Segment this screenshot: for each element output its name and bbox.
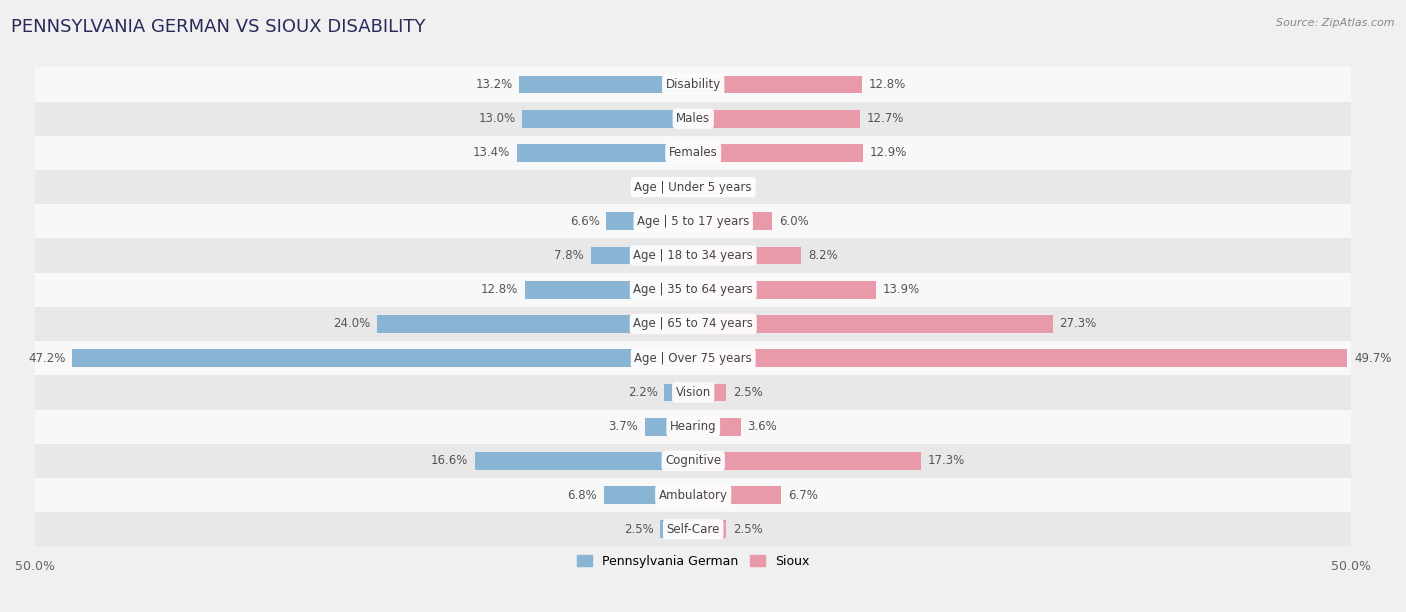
Bar: [693, 144, 863, 162]
Bar: [693, 486, 782, 504]
Bar: [693, 384, 725, 401]
Bar: [35, 204, 1351, 239]
Bar: [35, 136, 1351, 170]
Text: 2.5%: 2.5%: [733, 523, 762, 536]
Text: Males: Males: [676, 112, 710, 125]
Text: Age | Under 5 years: Age | Under 5 years: [634, 181, 752, 193]
Bar: [35, 409, 1351, 444]
Bar: [72, 349, 693, 367]
Text: 12.8%: 12.8%: [481, 283, 519, 296]
Bar: [693, 247, 801, 264]
Bar: [693, 281, 876, 299]
Text: 6.7%: 6.7%: [787, 488, 818, 502]
Text: 13.0%: 13.0%: [478, 112, 516, 125]
Text: 6.6%: 6.6%: [569, 215, 600, 228]
Text: 6.8%: 6.8%: [568, 488, 598, 502]
Bar: [693, 520, 725, 538]
Bar: [664, 384, 693, 401]
Bar: [35, 341, 1351, 375]
Text: PENNSYLVANIA GERMAN VS SIOUX DISABILITY: PENNSYLVANIA GERMAN VS SIOUX DISABILITY: [11, 18, 426, 36]
Legend: Pennsylvania German, Sioux: Pennsylvania German, Sioux: [572, 550, 815, 573]
Text: 6.0%: 6.0%: [779, 215, 808, 228]
Text: 13.2%: 13.2%: [475, 78, 513, 91]
Text: 1.9%: 1.9%: [631, 181, 662, 193]
Bar: [35, 444, 1351, 478]
Bar: [475, 452, 693, 470]
Bar: [35, 239, 1351, 273]
Text: 13.4%: 13.4%: [472, 146, 510, 159]
Text: 2.5%: 2.5%: [733, 386, 762, 399]
Text: 3.7%: 3.7%: [609, 420, 638, 433]
Bar: [693, 452, 921, 470]
Text: 24.0%: 24.0%: [333, 318, 371, 330]
Bar: [606, 212, 693, 230]
Bar: [522, 110, 693, 127]
Bar: [693, 178, 717, 196]
Bar: [603, 486, 693, 504]
Text: Age | 65 to 74 years: Age | 65 to 74 years: [633, 318, 754, 330]
Text: 49.7%: 49.7%: [1354, 352, 1392, 365]
Text: Source: ZipAtlas.com: Source: ZipAtlas.com: [1277, 18, 1395, 28]
Text: 2.2%: 2.2%: [628, 386, 658, 399]
Bar: [517, 144, 693, 162]
Bar: [35, 307, 1351, 341]
Bar: [524, 281, 693, 299]
Text: Females: Females: [669, 146, 717, 159]
Bar: [35, 67, 1351, 102]
Text: Ambulatory: Ambulatory: [659, 488, 728, 502]
Text: 13.9%: 13.9%: [883, 283, 920, 296]
Text: Age | 35 to 64 years: Age | 35 to 64 years: [633, 283, 754, 296]
Bar: [35, 375, 1351, 409]
Bar: [591, 247, 693, 264]
Text: Age | 18 to 34 years: Age | 18 to 34 years: [633, 249, 754, 262]
Text: 1.8%: 1.8%: [724, 181, 754, 193]
Text: 12.9%: 12.9%: [870, 146, 907, 159]
Bar: [693, 349, 1347, 367]
Text: Vision: Vision: [676, 386, 711, 399]
Text: Self-Care: Self-Care: [666, 523, 720, 536]
Text: 3.6%: 3.6%: [747, 420, 778, 433]
Text: Age | 5 to 17 years: Age | 5 to 17 years: [637, 215, 749, 228]
Text: 7.8%: 7.8%: [554, 249, 583, 262]
Text: 27.3%: 27.3%: [1059, 318, 1097, 330]
Bar: [693, 418, 741, 436]
Bar: [35, 170, 1351, 204]
Text: Cognitive: Cognitive: [665, 454, 721, 468]
Text: 16.6%: 16.6%: [430, 454, 468, 468]
Bar: [35, 478, 1351, 512]
Bar: [693, 212, 772, 230]
Text: 47.2%: 47.2%: [28, 352, 65, 365]
Bar: [35, 102, 1351, 136]
Bar: [644, 418, 693, 436]
Bar: [693, 76, 862, 94]
Bar: [693, 315, 1053, 333]
Text: Hearing: Hearing: [669, 420, 717, 433]
Bar: [35, 512, 1351, 547]
Text: Age | Over 75 years: Age | Over 75 years: [634, 352, 752, 365]
Bar: [519, 76, 693, 94]
Bar: [35, 273, 1351, 307]
Text: 8.2%: 8.2%: [808, 249, 838, 262]
Bar: [668, 178, 693, 196]
Bar: [693, 110, 860, 127]
Text: Disability: Disability: [665, 78, 721, 91]
Bar: [661, 520, 693, 538]
Text: 12.7%: 12.7%: [868, 112, 904, 125]
Text: 12.8%: 12.8%: [869, 78, 905, 91]
Text: 2.5%: 2.5%: [624, 523, 654, 536]
Bar: [377, 315, 693, 333]
Text: 17.3%: 17.3%: [928, 454, 965, 468]
